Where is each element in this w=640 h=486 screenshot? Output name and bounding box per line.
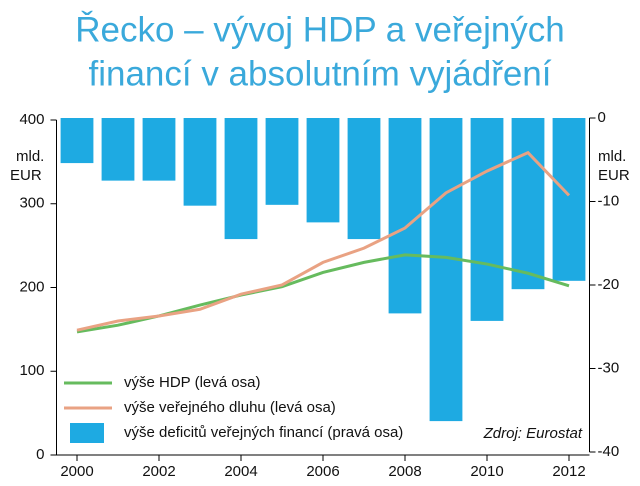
x-tick-label: 2012 — [552, 463, 585, 480]
bar — [306, 118, 340, 223]
legend-label: výše deficitů veřejných financí (pravá o… — [124, 424, 403, 441]
line — [76, 150, 571, 332]
legend-label: výše veřejného dluhu (levá osa) — [124, 399, 336, 416]
y-tick-label: 300 — [19, 195, 44, 212]
y2-axis-label: mld. — [598, 148, 626, 165]
chart-title: financí v absolutním vyjádření — [88, 54, 551, 93]
chart-title: Řecko – vývoj HDP a veřejných — [75, 10, 565, 49]
y-tick-label: 0 — [36, 446, 44, 463]
bar — [470, 118, 504, 321]
y-tick-label: 400 — [19, 111, 44, 128]
y2-tick-label: -20 — [598, 276, 620, 293]
bar — [552, 118, 586, 281]
y-axis-label: EUR — [10, 167, 42, 184]
bar — [388, 118, 422, 314]
x-tick-label: 2004 — [224, 463, 257, 480]
legend-swatch — [70, 423, 104, 443]
y-axis-label: mld. — [16, 148, 44, 165]
x-tick-label: 2002 — [142, 463, 175, 480]
bar — [60, 118, 94, 164]
bar — [224, 118, 258, 240]
source: Zdroj: Eurostat — [483, 425, 583, 442]
x-tick-label: 2006 — [306, 463, 339, 480]
bar — [101, 118, 135, 181]
bar — [347, 118, 381, 240]
bar — [429, 118, 463, 422]
legend-label: výše HDP (levá osa) — [124, 374, 260, 391]
y2-tick-label: -40 — [598, 443, 620, 460]
y2-tick-label: 0 — [598, 109, 606, 126]
y2-tick-label: -30 — [598, 359, 620, 376]
bar — [511, 118, 545, 290]
y2-tick-label: -10 — [598, 192, 620, 209]
y2-axis-label: EUR — [598, 167, 630, 184]
x-tick-label: 2000 — [60, 463, 93, 480]
y-tick-label: 100 — [19, 362, 44, 379]
bar — [183, 118, 217, 206]
bar — [265, 118, 299, 205]
bar — [142, 118, 176, 181]
y-tick-label: 200 — [19, 278, 44, 295]
x-tick-label: 2010 — [470, 463, 503, 480]
x-tick-label: 2008 — [388, 463, 421, 480]
